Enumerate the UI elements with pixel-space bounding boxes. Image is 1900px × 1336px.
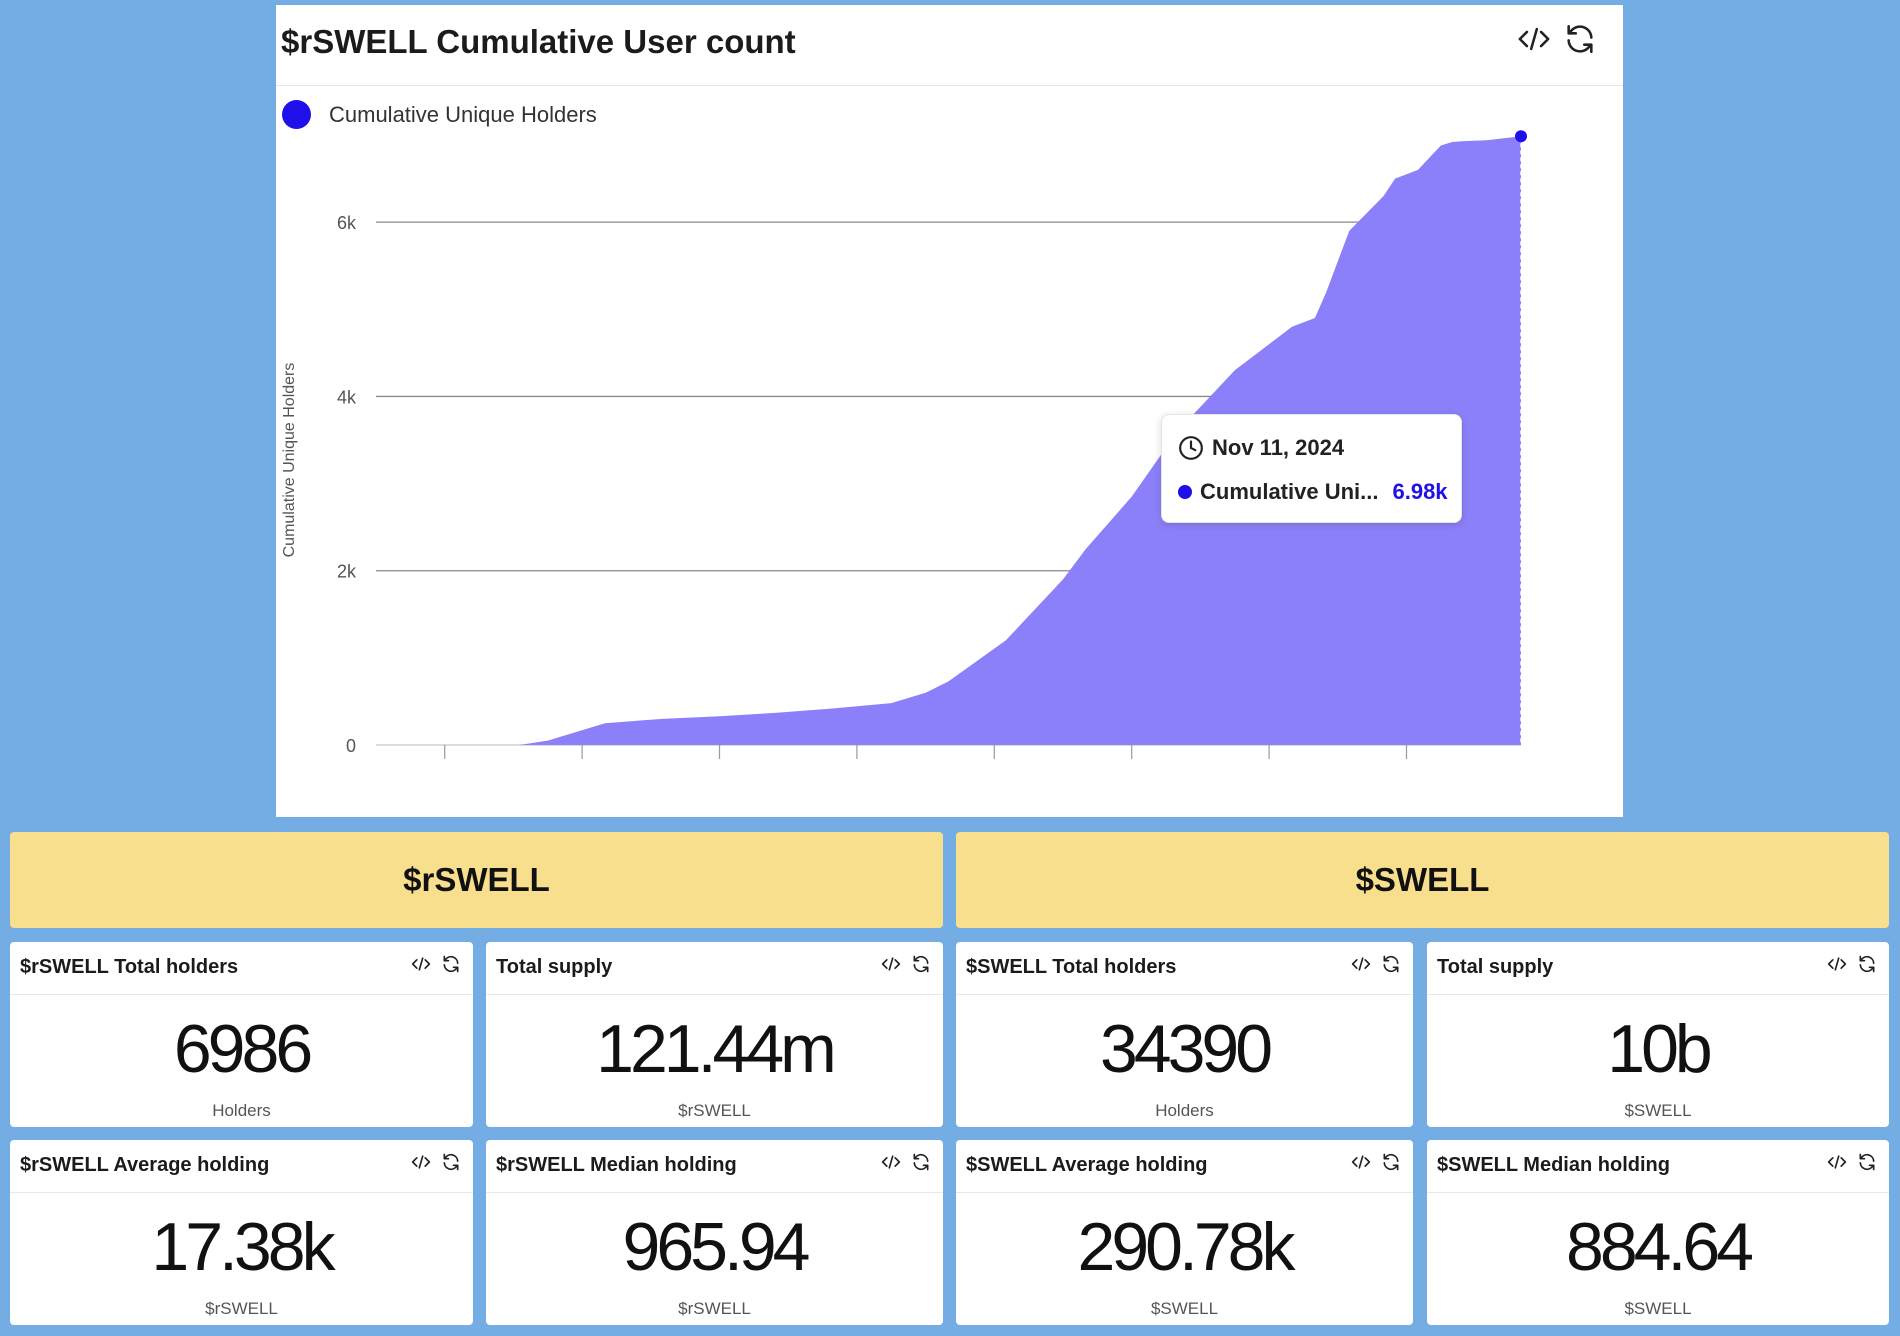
- embed-code-icon[interactable]: [1351, 1152, 1371, 1172]
- refresh-icon[interactable]: [1381, 954, 1401, 974]
- chart-header: $rSWELL Cumulative User count: [276, 5, 1623, 86]
- chart-title: $rSWELL Cumulative User count: [281, 23, 796, 60]
- clock-icon: [1179, 436, 1203, 460]
- card-value: 121.44m: [596, 1011, 837, 1087]
- stat-card: $SWELL Total holders 34390 Holders: [956, 942, 1413, 1127]
- embed-code-icon[interactable]: [1517, 22, 1551, 56]
- card-unit: $rSWELL: [205, 1299, 278, 1318]
- embed-code-icon[interactable]: [1827, 1152, 1847, 1172]
- stat-card: $rSWELL Total holders 6986 Holders: [10, 942, 473, 1127]
- tooltip-series-label: Cumulative Uni...: [1200, 479, 1379, 504]
- embed-code-icon[interactable]: [881, 954, 901, 974]
- card-unit: Holders: [212, 1101, 271, 1120]
- y-axis-label: Cumulative Unique Holders: [281, 363, 298, 558]
- chart-card: 0 2k 4k 6k Cumulative Unique Holders $rSWELL…: [276, 5, 1623, 817]
- card-value: 10b: [1607, 1011, 1712, 1087]
- card-unit: $rSWELL: [678, 1101, 751, 1120]
- card-unit: $rSWELL: [678, 1299, 751, 1318]
- chart-legend[interactable]: Cumulative Unique Holders: [282, 100, 597, 129]
- stat-card: $rSWELL Median holding 965.94 $rSWELL: [486, 1140, 943, 1325]
- embed-code-icon[interactable]: [1827, 954, 1847, 974]
- stat-card: Total supply 121.44m $rSWELL: [486, 942, 943, 1127]
- refresh-icon[interactable]: [1381, 1152, 1401, 1172]
- embed-code-icon[interactable]: [411, 954, 431, 974]
- refresh-icon[interactable]: [441, 1152, 461, 1172]
- chart-tooltip: Nov 11, 2024 Cumulative Uni... 6.98k: [1161, 414, 1462, 523]
- card-value: 884.64: [1566, 1209, 1754, 1285]
- card-title: Total supply: [1437, 956, 1554, 978]
- refresh-icon[interactable]: [1563, 22, 1597, 56]
- card-value: 17.38k: [151, 1209, 335, 1285]
- card-title: $SWELL Average holding: [966, 1154, 1208, 1176]
- y-tick-label: 4k: [337, 387, 357, 407]
- embed-code-icon[interactable]: [1351, 954, 1371, 974]
- embed-code-icon[interactable]: [881, 1152, 901, 1172]
- stat-card: $SWELL Median holding 884.64 $SWELL: [1427, 1140, 1889, 1325]
- section-banner-rswell: $rSWELL: [10, 832, 943, 928]
- refresh-icon[interactable]: [1857, 1152, 1877, 1172]
- card-unit: $SWELL: [1150, 1299, 1219, 1318]
- card-value: 34390: [1099, 1011, 1273, 1087]
- refresh-icon[interactable]: [441, 954, 461, 974]
- y-tick-label: 6k: [337, 213, 357, 233]
- refresh-icon[interactable]: [1857, 954, 1877, 974]
- embed-code-icon[interactable]: [411, 1152, 431, 1172]
- card-title: $rSWELL Total holders: [20, 956, 239, 978]
- stat-card: Total supply 10b $SWELL: [1427, 942, 1889, 1127]
- card-title: $rSWELL Median holding: [496, 1154, 737, 1176]
- refresh-icon[interactable]: [911, 1152, 931, 1172]
- card-value: 290.78k: [1077, 1209, 1296, 1285]
- section-banner-swell: $SWELL: [956, 832, 1889, 928]
- tooltip-date: Nov 11, 2024: [1212, 435, 1345, 460]
- card-value: 965.94: [622, 1209, 811, 1285]
- stat-card: $SWELL Average holding 290.78k $SWELL: [956, 1140, 1413, 1325]
- area-series: [376, 136, 1521, 746]
- chart-plot: 0 2k 4k 6k Cumulative Unique Holders: [281, 130, 1527, 759]
- y-tick-label: 2k: [337, 562, 357, 582]
- card-title: Total supply: [496, 956, 613, 978]
- card-unit: $SWELL: [1624, 1101, 1692, 1120]
- card-unit: $SWELL: [1624, 1299, 1692, 1318]
- card-title: $SWELL Median holding: [1437, 1154, 1670, 1176]
- card-title: $rSWELL Average holding: [20, 1154, 270, 1176]
- data-point-highlight: [1515, 130, 1527, 143]
- legend-marker: [282, 100, 311, 129]
- tooltip-value: 6.98k: [1392, 479, 1448, 504]
- card-title: $SWELL Total holders: [966, 956, 1177, 978]
- card-unit: Holders: [1155, 1101, 1214, 1120]
- refresh-icon[interactable]: [911, 954, 931, 974]
- stat-card: $rSWELL Average holding 17.38k $rSWELL: [10, 1140, 473, 1325]
- tooltip-series-marker: [1178, 485, 1192, 499]
- card-value: 6986: [173, 1011, 313, 1087]
- legend-label: Cumulative Unique Holders: [329, 101, 597, 127]
- y-tick-label: 0: [346, 736, 356, 756]
